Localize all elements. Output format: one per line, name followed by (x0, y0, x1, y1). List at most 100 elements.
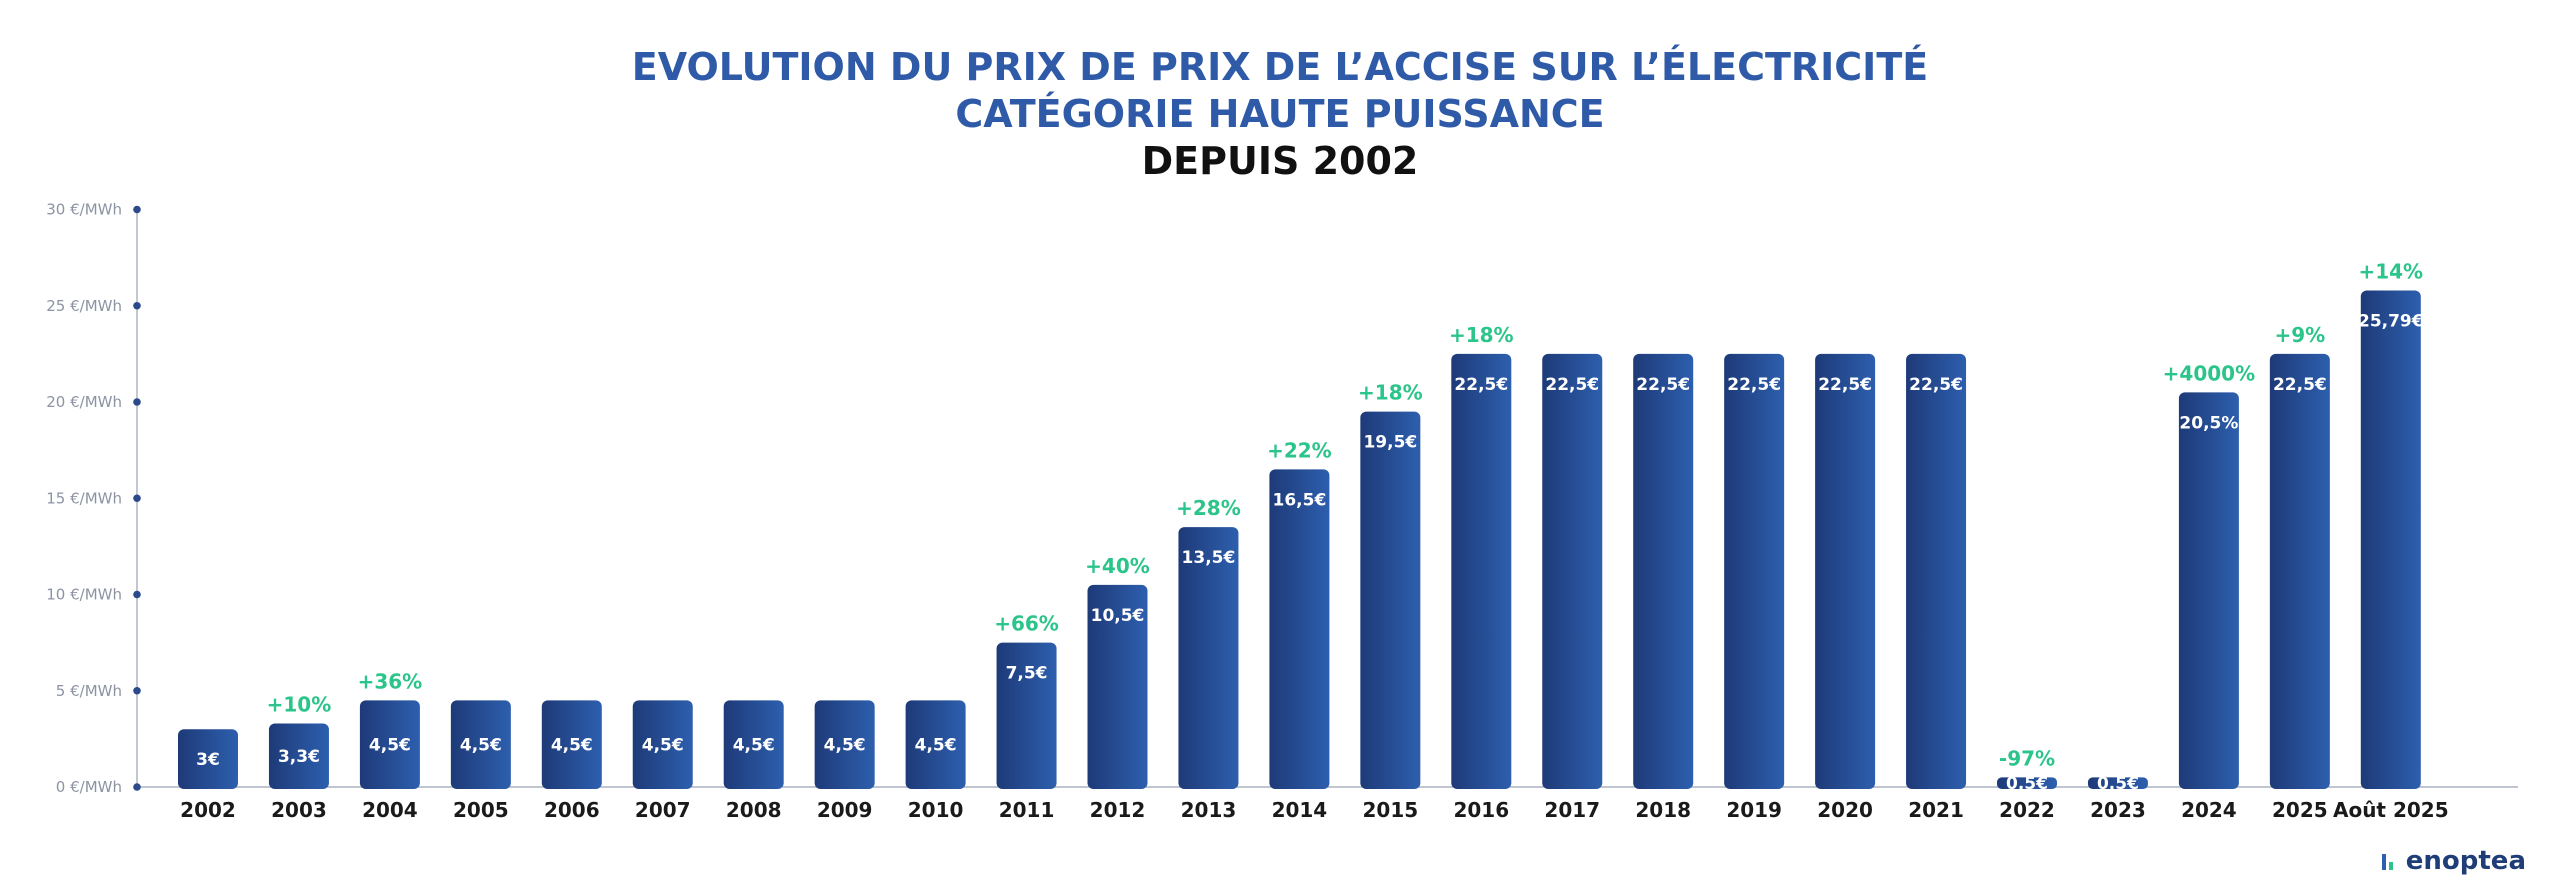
bar-value-label: 0,5€ (2097, 774, 2139, 794)
bar (450, 700, 511, 789)
y-tick-dot (133, 398, 141, 406)
x-tick-label: 2009 (817, 798, 873, 822)
bar-value-label: 4,5€ (460, 736, 502, 756)
bar-value-label: 22,5€ (1727, 375, 1781, 395)
bar-value-label: 4,5€ (824, 736, 866, 756)
bar (1724, 353, 1785, 789)
bar-value-label: 4,5€ (642, 736, 684, 756)
bar (2360, 290, 2421, 789)
brand-name: enoptea (2405, 846, 2526, 876)
bar-change-label: +14% (2358, 260, 2423, 284)
bar (1542, 353, 1603, 789)
bar (359, 700, 420, 789)
y-tick-label: 25 €/MWh (46, 297, 122, 315)
x-tick-label: 2004 (362, 798, 418, 822)
bar (996, 642, 1057, 789)
bar (814, 700, 875, 789)
bar-value-label: 20,5% (2179, 413, 2238, 433)
x-tick-label: 2024 (2181, 798, 2237, 822)
chart-title-line1: EVOLUTION DU PRIX DE PRIX DE L’ACCISE SU… (631, 45, 1929, 89)
bar-value-label: 3,3€ (278, 747, 320, 767)
y-tick-dot (133, 590, 141, 599)
enoptea-logo-icon (2381, 854, 2393, 870)
x-tick-label: 2012 (1090, 798, 1146, 822)
bar (1633, 353, 1694, 789)
chart-title-line3: DEPUIS 2002 (1141, 139, 1419, 183)
y-tick-dot (133, 494, 141, 503)
y-tick-label: 10 €/MWh (46, 586, 122, 604)
bar-value-label: 10,5€ (1091, 606, 1145, 626)
x-tick-label: 2003 (271, 798, 327, 822)
y-tick-label: 5 €/MWh (56, 682, 122, 700)
x-tick-label: 2016 (1453, 798, 1509, 822)
bar-change-label: +36% (358, 669, 423, 693)
bar-value-label: 4,5€ (915, 736, 957, 756)
chart-title-line2: CATÉGORIE HAUTE PUISSANCE (955, 92, 1605, 136)
x-tick-label: 2019 (1726, 798, 1782, 822)
x-tick-label: 2010 (908, 798, 964, 822)
bar (541, 700, 602, 789)
bar-change-label: +18% (1358, 381, 1423, 405)
x-tick-label: 2025 (2272, 798, 2328, 822)
chart-title-block: EVOLUTION DU PRIX DE PRIX DE L’ACCISE SU… (0, 44, 2560, 185)
bar (2087, 777, 2148, 789)
x-tick-label: 2002 (180, 798, 236, 822)
y-tick-label: 30 €/MWh (46, 201, 122, 219)
y-tick-dot (133, 686, 141, 695)
x-tick-label: 2021 (1908, 798, 1964, 822)
bar-change-label: +22% (1267, 438, 1332, 462)
bar-change-label: +9% (2274, 323, 2325, 347)
bar-value-label: 22,5€ (1636, 375, 1690, 395)
x-tick-label: 2017 (1544, 798, 1600, 822)
x-tick-label: 2006 (544, 798, 600, 822)
bar-value-label: 25,79€ (2358, 312, 2424, 332)
bar-value-label: 4,5€ (733, 736, 775, 756)
x-tick-label: 2008 (726, 798, 782, 822)
bar-value-label: 0,5€ (2006, 774, 2048, 794)
x-tick-label: 2023 (2090, 798, 2146, 822)
bar-value-label: 16,5€ (1273, 490, 1327, 510)
bar-value-label: 13,5€ (1182, 548, 1236, 568)
x-tick-label: 2007 (635, 798, 691, 822)
bar-change-label: +10% (267, 692, 332, 716)
bar (2178, 392, 2239, 789)
x-tick-label: 2013 (1181, 798, 1237, 822)
bar-value-label: 22,5€ (1545, 375, 1599, 395)
bar-change-label: +4000% (2163, 361, 2255, 385)
bar (1906, 353, 1967, 789)
brand-logo: enoptea (2381, 846, 2526, 876)
bar-value-label: 22,5€ (1909, 375, 1963, 395)
bar (1178, 527, 1239, 789)
bar-change-label: +66% (994, 612, 1059, 636)
bar-value-label: 22,5€ (1454, 375, 1508, 395)
bar-change-label: +18% (1449, 323, 1514, 347)
bar (905, 700, 966, 789)
x-tick-label: 2011 (999, 798, 1055, 822)
bar (2269, 353, 2330, 789)
bar (1997, 777, 2057, 789)
bar-value-label: 22,5€ (2273, 375, 2327, 395)
bar (1269, 469, 1330, 789)
x-tick-label: Août 2025 (2333, 798, 2449, 822)
y-tick-label: 20 €/MWh (46, 393, 122, 411)
x-tick-label: 2018 (1635, 798, 1691, 822)
bar (723, 700, 784, 789)
y-tick-dot (133, 301, 141, 310)
bar-value-label: 7,5€ (1006, 664, 1048, 684)
bar (1087, 584, 1148, 789)
x-tick-label: 2020 (1817, 798, 1873, 822)
x-tick-label: 2005 (453, 798, 509, 822)
y-tick-label: 15 €/MWh (46, 489, 122, 507)
x-tick-label: 2022 (1999, 798, 2055, 822)
bar-value-label: 19,5€ (1363, 433, 1417, 453)
bar-change-label: +40% (1085, 554, 1150, 578)
y-tick-label: 0 €/MWh (56, 778, 122, 796)
bar (1360, 411, 1421, 789)
bar (178, 729, 238, 789)
x-tick-label: 2014 (1272, 798, 1328, 822)
bar-value-label: 22,5€ (1818, 375, 1872, 395)
y-tick-dot (133, 783, 141, 791)
x-tick-label: 2015 (1363, 798, 1419, 822)
bar (1815, 353, 1876, 789)
